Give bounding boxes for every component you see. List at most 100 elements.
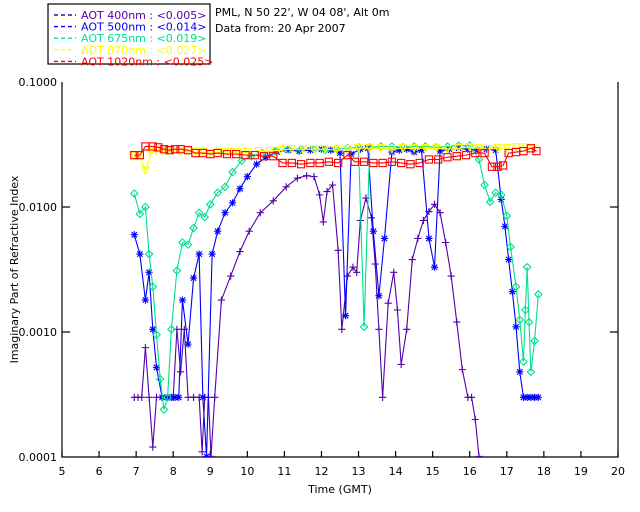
data-marker <box>497 195 505 204</box>
data-marker <box>175 393 183 401</box>
data-marker <box>141 296 149 304</box>
data-marker <box>320 145 330 155</box>
data-marker <box>319 218 327 226</box>
data-marker <box>227 272 235 280</box>
x-axis-ticks: 5 6 7 8 9 10 11 12 13 14 15 16 17 18 19 20 <box>59 451 625 478</box>
data-marker <box>533 289 543 299</box>
data-marker <box>395 146 403 154</box>
data-marker <box>431 144 441 154</box>
data-marker <box>365 144 375 154</box>
marker-asterisk <box>253 160 261 168</box>
data-marker <box>502 211 512 221</box>
marker-triangle <box>409 144 419 154</box>
data-marker <box>505 255 513 264</box>
marker-square <box>159 145 169 154</box>
data-marker <box>527 393 535 401</box>
data-marker <box>526 367 536 377</box>
data-marker <box>213 188 223 198</box>
data-marker <box>303 172 311 180</box>
marker-asterisk <box>436 147 444 155</box>
data-marker <box>217 296 225 304</box>
marker-plus <box>282 183 290 191</box>
x-tick-label: 12 <box>314 465 328 478</box>
marker-square <box>278 158 287 168</box>
data-marker <box>532 146 541 156</box>
marker-plus <box>390 268 398 276</box>
marker-plus <box>227 272 235 280</box>
marker-diamond <box>194 208 204 218</box>
marker-plus <box>293 174 301 182</box>
data-marker <box>296 160 306 169</box>
data-marker <box>324 157 334 166</box>
marker-plus <box>442 238 450 247</box>
data-marker <box>316 191 324 199</box>
marker-square <box>135 150 144 160</box>
data-marker <box>262 153 270 161</box>
data-marker <box>306 146 314 154</box>
marker-triangle <box>454 144 464 154</box>
marker-triangle <box>287 145 297 155</box>
data-marker <box>141 344 149 352</box>
x-tick-label: 11 <box>277 465 291 478</box>
marker-square <box>165 145 174 155</box>
data-marker <box>256 209 264 217</box>
data-marker <box>138 393 146 401</box>
marker-diamond <box>506 242 515 252</box>
marker-triangle <box>511 143 521 153</box>
marker-diamond <box>163 392 173 402</box>
marker-asterisk <box>175 393 183 401</box>
data-marker <box>146 147 156 157</box>
data-marker <box>408 255 416 264</box>
marker-diamond <box>205 199 215 209</box>
marker-triangle <box>276 145 286 155</box>
data-marker <box>430 200 439 208</box>
data-marker <box>306 158 315 168</box>
marker-diamond <box>220 182 230 192</box>
data-marker <box>241 150 250 160</box>
x-tick-label: 8 <box>170 465 177 478</box>
data-marker <box>135 209 145 219</box>
data-marker <box>198 147 208 157</box>
data-marker <box>180 325 188 333</box>
marker-plus <box>475 452 483 457</box>
marker-diamond <box>129 189 139 198</box>
marker-diamond <box>152 330 161 340</box>
marker-plus <box>349 263 357 271</box>
data-marker <box>155 374 165 384</box>
data-marker <box>129 189 139 198</box>
marker-square <box>287 158 296 168</box>
x-tick-label: 14 <box>389 465 403 478</box>
data-marker <box>253 160 261 168</box>
marker-asterisk <box>136 250 144 258</box>
data-marker <box>420 142 430 151</box>
data-marker <box>165 145 174 155</box>
data-marker <box>359 157 369 166</box>
data-marker <box>148 142 157 151</box>
marker-square <box>471 148 480 158</box>
data-marker <box>228 199 237 207</box>
data-marker <box>172 266 182 275</box>
x-tick-label: 19 <box>574 465 588 478</box>
marker-plus <box>403 325 411 333</box>
marker-plus <box>338 325 346 333</box>
marker-asterisk <box>184 340 192 348</box>
marker-asterisk <box>473 146 481 154</box>
marker-diamond <box>502 211 512 221</box>
data-marker <box>506 242 515 252</box>
marker-asterisk <box>262 153 270 161</box>
data-marker <box>367 214 376 222</box>
marker-plus <box>323 187 331 196</box>
marker-square <box>387 157 397 166</box>
data-marker <box>283 144 293 154</box>
data-marker <box>434 155 443 164</box>
plot-series-group <box>129 141 543 457</box>
data-marker <box>376 144 386 154</box>
data-marker <box>371 260 379 268</box>
marker-diamond <box>166 324 176 334</box>
data-marker <box>397 360 405 369</box>
marker-plus <box>138 393 146 401</box>
x-tick-label: 5 <box>59 465 66 478</box>
marker-diamond <box>359 322 369 332</box>
marker-asterisk <box>130 231 138 239</box>
data-marker <box>236 185 244 193</box>
